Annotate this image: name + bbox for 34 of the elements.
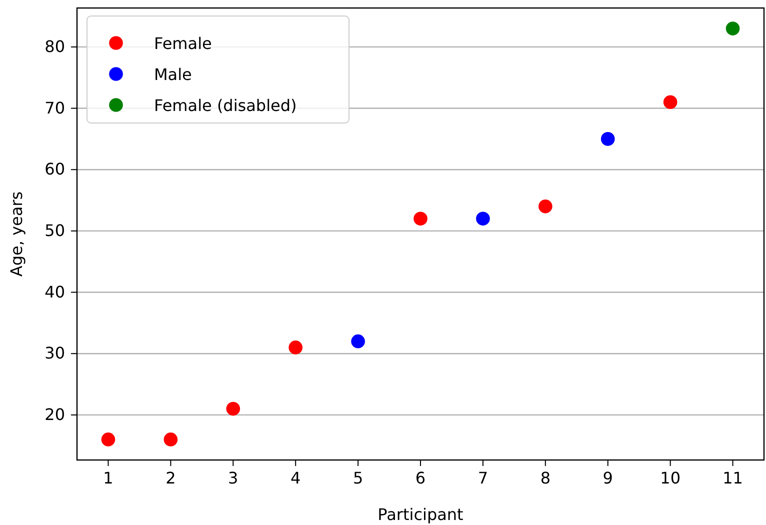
y-tick-label: 30 — [44, 344, 65, 363]
x-axis-title: Participant — [378, 505, 464, 524]
legend-label: Male — [154, 65, 192, 84]
x-tick-label: 5 — [352, 468, 364, 488]
point — [164, 432, 178, 446]
x-tick-label: 3 — [228, 468, 238, 488]
y-axis-title: Age, years — [7, 191, 26, 277]
x-tick-label: 10 — [660, 468, 680, 488]
y-tick-label: 70 — [44, 98, 65, 118]
legend-label: Female (disabled) — [154, 96, 297, 115]
point — [226, 402, 240, 416]
point — [288, 340, 302, 354]
x-tick-label: 2 — [166, 468, 176, 488]
x-tick-label: 4 — [290, 468, 301, 488]
x-tick-label: 7 — [478, 468, 488, 488]
point — [538, 200, 552, 214]
point — [101, 432, 116, 446]
x-tick-label: 8 — [540, 468, 551, 488]
point — [600, 132, 615, 146]
y-tick-label: 80 — [44, 37, 65, 56]
x-tick-label: 6 — [415, 468, 426, 488]
point — [351, 334, 365, 348]
y-tick-label: 50 — [44, 221, 65, 240]
legend-label: Female — [154, 34, 212, 53]
point — [726, 22, 740, 36]
y-tick-label: 40 — [44, 282, 65, 302]
x-tick-label: 9 — [602, 468, 613, 488]
point — [414, 212, 428, 226]
point — [476, 212, 490, 226]
point — [663, 95, 678, 110]
y-tick-label: 20 — [44, 405, 65, 424]
x-tick-label: 1 — [103, 468, 114, 488]
y-tick-label: 60 — [44, 160, 65, 179]
x-tick-label: 11 — [722, 468, 743, 488]
